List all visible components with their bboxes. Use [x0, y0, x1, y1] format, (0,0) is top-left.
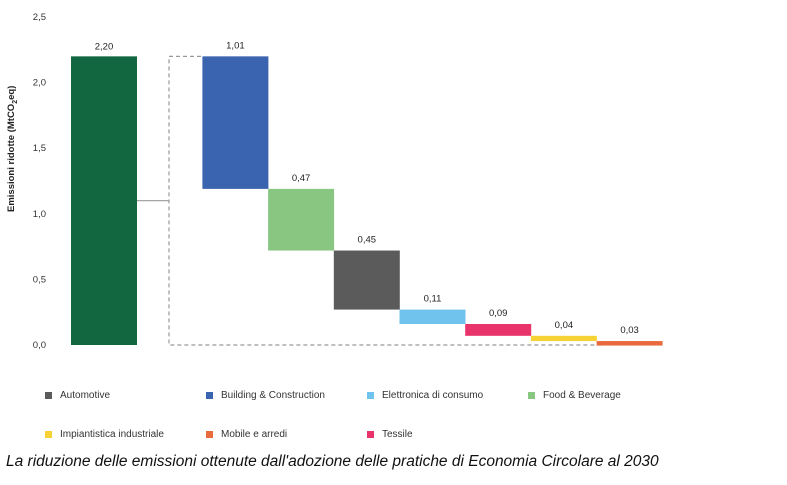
legend-swatch	[367, 392, 374, 399]
y-tick-label: 1,5	[33, 143, 46, 154]
bar-step	[202, 56, 269, 189]
legend-item-elettronica: Elettronica di consumo	[367, 390, 483, 401]
legend-item-mobile: Mobile e arredi	[206, 429, 287, 440]
data-label: 0,11	[424, 294, 442, 305]
legend-label: Building & Construction	[221, 390, 325, 401]
bar-total	[71, 56, 137, 346]
y-tick-label: 2,0	[33, 78, 46, 89]
legend-label: Tessile	[382, 429, 413, 440]
legend-item-building: Building & Construction	[206, 390, 325, 401]
bar-step	[333, 250, 400, 310]
legend-swatch	[206, 431, 213, 438]
y-tick-label: 0,0	[33, 340, 46, 351]
bar-step	[465, 324, 532, 336]
legend-label: Automotive	[60, 390, 111, 401]
legend-swatch	[206, 392, 213, 399]
y-tick-label: 2,5	[33, 12, 46, 23]
bar-step	[530, 335, 597, 342]
bar-step	[596, 341, 663, 346]
legend-swatch	[45, 431, 52, 438]
legend-label: Elettronica di consumo	[382, 390, 484, 401]
legend-item-impiantistica: Impiantistica industriale	[45, 429, 164, 440]
legend-swatch	[367, 431, 374, 438]
data-label: 1,01	[226, 40, 245, 51]
bar-step	[268, 188, 335, 251]
data-label: 2,20	[95, 41, 114, 52]
dashed-bracket	[168, 55, 603, 346]
data-label: 0,03	[620, 325, 639, 336]
legend-label: Food & Beverage	[543, 390, 621, 401]
data-label: 0,04	[555, 320, 574, 331]
legend-label: Impiantistica industriale	[60, 429, 164, 440]
y-tick-label: 0,5	[33, 274, 46, 285]
legend-item-food: Food & Beverage	[528, 390, 621, 401]
bar-step	[399, 309, 466, 325]
legend-item-tessile: Tessile	[367, 429, 413, 440]
legend-swatch	[45, 392, 52, 399]
waterfall-chart: 0,0 0,5 1,0 1,5 2,0 2,5 2,20 1,01 0,47 0,45 0,11 0,…	[33, 12, 663, 351]
legend-label: Mobile e arredi	[221, 429, 288, 440]
legend-swatch	[528, 392, 535, 399]
data-label: 0,09	[489, 308, 508, 319]
legend-item-automotive: Automotive	[45, 390, 110, 401]
y-tick-label: 1,0	[33, 209, 46, 220]
chart-caption: La riduzione delle emissioni ottenute da…	[6, 453, 659, 470]
data-label: 0,47	[292, 173, 311, 184]
data-label: 0,45	[358, 235, 377, 246]
y-axis-label: Emissioni ridotte (MtCO2eq)	[6, 85, 19, 212]
